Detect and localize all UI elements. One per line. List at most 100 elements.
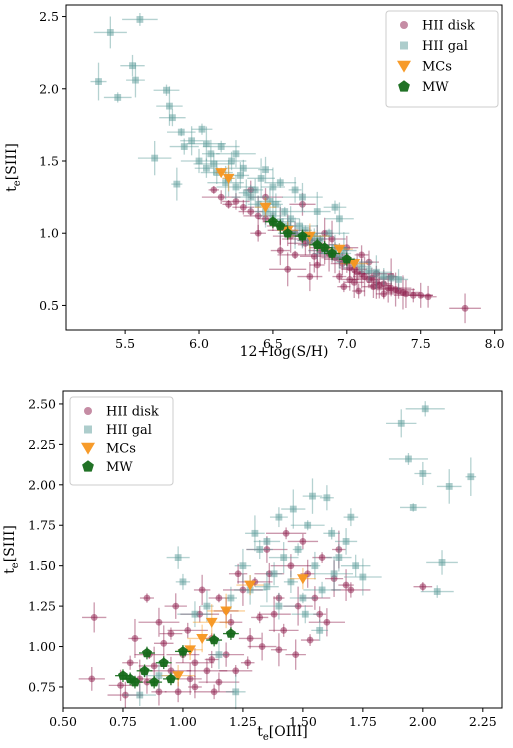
data-point	[318, 554, 326, 561]
data-point	[292, 651, 300, 659]
legend-item: MCs	[81, 442, 136, 457]
data-point	[228, 157, 235, 165]
data-point	[207, 150, 215, 158]
x-tick-label: 0.50	[49, 714, 77, 729]
y-axis-label: te[SIII]	[4, 143, 23, 192]
data-point	[251, 186, 259, 194]
data-point	[341, 254, 352, 264]
data-point	[213, 169, 221, 176]
data-point	[342, 581, 350, 589]
y-tick-label: 2.00	[28, 477, 56, 492]
data-point	[316, 610, 324, 618]
legend-label: HII gal	[106, 423, 152, 438]
data-point	[95, 78, 102, 85]
data-point	[395, 276, 402, 283]
data-point	[297, 230, 308, 241]
data-point	[198, 125, 206, 133]
data-point	[368, 274, 376, 282]
data-point	[289, 505, 297, 513]
series-hii-disk	[201, 180, 481, 324]
data-point	[232, 688, 240, 696]
data-point	[143, 594, 151, 602]
legend-label: MCs	[422, 60, 452, 75]
data-point	[259, 202, 272, 213]
data-point	[319, 242, 330, 252]
data-point	[232, 150, 240, 158]
legend: HII disk HII gal MCs MW	[385, 10, 499, 108]
data-point	[280, 626, 288, 634]
x-tick-label: 1.75	[349, 714, 377, 729]
data-point	[433, 588, 441, 595]
legend-box	[69, 396, 174, 486]
data-point	[294, 546, 302, 553]
data-point	[417, 291, 425, 299]
data-point	[191, 683, 199, 691]
data-point	[287, 578, 295, 586]
x-tick-label: 6.0	[189, 336, 209, 351]
data-point	[244, 580, 256, 591]
data-point	[225, 628, 236, 638]
series-mw	[115, 627, 239, 689]
data-point	[266, 198, 274, 205]
data-point	[129, 62, 136, 70]
x-tick-label: 0.75	[109, 714, 137, 729]
data-point	[178, 646, 188, 656]
data-point	[227, 618, 235, 626]
data-point	[174, 554, 182, 561]
data-point	[409, 504, 417, 511]
data-point	[254, 200, 262, 208]
data-point	[275, 594, 283, 602]
data-point	[217, 143, 225, 150]
data-point	[184, 626, 192, 634]
data-point	[310, 252, 318, 260]
x-tick-label: 8.0	[485, 336, 505, 351]
data-point	[287, 215, 295, 223]
data-point	[299, 538, 307, 545]
data-point	[336, 215, 343, 223]
data-point	[346, 276, 354, 283]
data-point	[174, 688, 182, 696]
plot-frame	[65, 4, 503, 331]
data-point	[262, 166, 269, 174]
x-tick-label: 1.25	[229, 714, 257, 729]
y-tick-label: 1.5	[39, 154, 59, 169]
data-point	[184, 645, 197, 656]
data-point	[328, 235, 336, 243]
data-point	[275, 646, 283, 654]
data-point	[227, 594, 235, 602]
data-point	[191, 659, 199, 667]
data-point	[121, 691, 129, 699]
legend-item: HII gal	[84, 423, 152, 438]
data-point	[232, 198, 240, 205]
y-tick-label: 0.75	[28, 679, 56, 694]
data-point	[237, 172, 244, 179]
data-point	[402, 290, 410, 298]
data-point	[312, 239, 323, 249]
data-point	[188, 137, 196, 145]
data-point	[239, 562, 247, 570]
data-point	[142, 647, 152, 658]
data-point	[282, 529, 290, 537]
y-tick-label: 1.75	[28, 518, 56, 533]
data-point	[239, 203, 247, 211]
data-point	[151, 154, 159, 162]
data-point	[117, 681, 124, 689]
data-point	[336, 252, 343, 260]
legend-marker	[82, 460, 94, 472]
data-point	[244, 659, 252, 667]
data-point	[380, 290, 388, 298]
data-point	[331, 244, 339, 252]
data-point	[256, 614, 264, 621]
x-tick-label: 1.00	[169, 714, 197, 729]
data-point	[304, 521, 312, 529]
y-tick-label: 2.25	[28, 437, 56, 452]
plot-frame	[62, 390, 503, 709]
legend-label: MCs	[106, 442, 136, 457]
data-point	[325, 229, 333, 237]
data-point	[380, 273, 388, 280]
data-point	[222, 173, 235, 184]
data-point	[106, 29, 114, 36]
data-point	[136, 691, 144, 699]
x-tick-label: 7.0	[337, 336, 357, 351]
data-point	[347, 586, 355, 594]
